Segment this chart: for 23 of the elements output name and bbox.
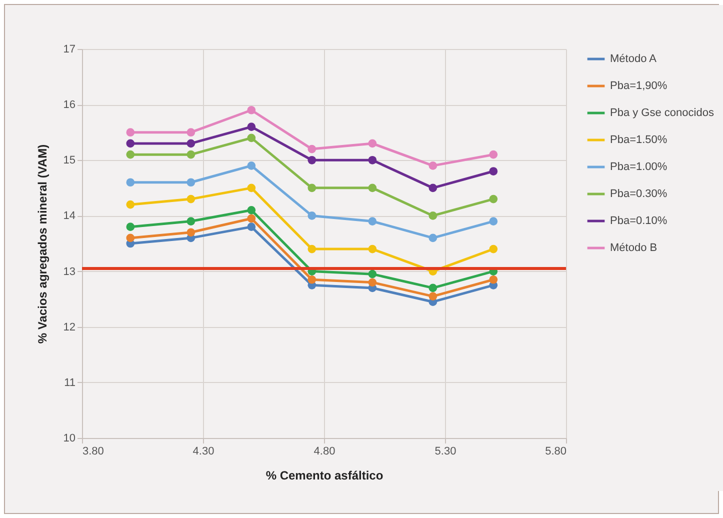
x-tick-label: 5.30: [434, 446, 456, 458]
y-tick-label: 15: [63, 154, 76, 167]
legend-label: Método A: [610, 53, 658, 65]
y-tick-label: 13: [63, 266, 76, 278]
y-tick-label: 17: [63, 44, 76, 56]
x-tick-label: 4.30: [192, 446, 214, 458]
x-tick-label: 4.80: [314, 446, 336, 458]
x-axis-title: % Cemento asfáltico: [266, 468, 384, 482]
legend-label: Pba=1.50%: [610, 134, 668, 146]
x-tick-label: 3.80: [82, 446, 104, 458]
y-tick-label: 14: [63, 210, 76, 222]
y-tick-label: 11: [64, 376, 76, 389]
legend-label: Pba=0.30%: [610, 188, 668, 200]
legend-label: Pba=0.10%: [610, 215, 668, 227]
legend-label: Pba y Gse conocidos: [610, 107, 714, 119]
y-axis-title: % Vacios agregados mineral (VAM): [35, 144, 50, 344]
legend-label: Método B: [610, 242, 658, 254]
legend-label: Pba=1.00%: [610, 161, 668, 173]
y-tick-label: 16: [63, 99, 76, 112]
y-tick-label: 10: [63, 432, 76, 444]
legend-label: Pba=1,90%: [610, 80, 668, 92]
y-tick-label: 12: [63, 321, 76, 334]
x-tick-label: 5.80: [545, 446, 566, 458]
